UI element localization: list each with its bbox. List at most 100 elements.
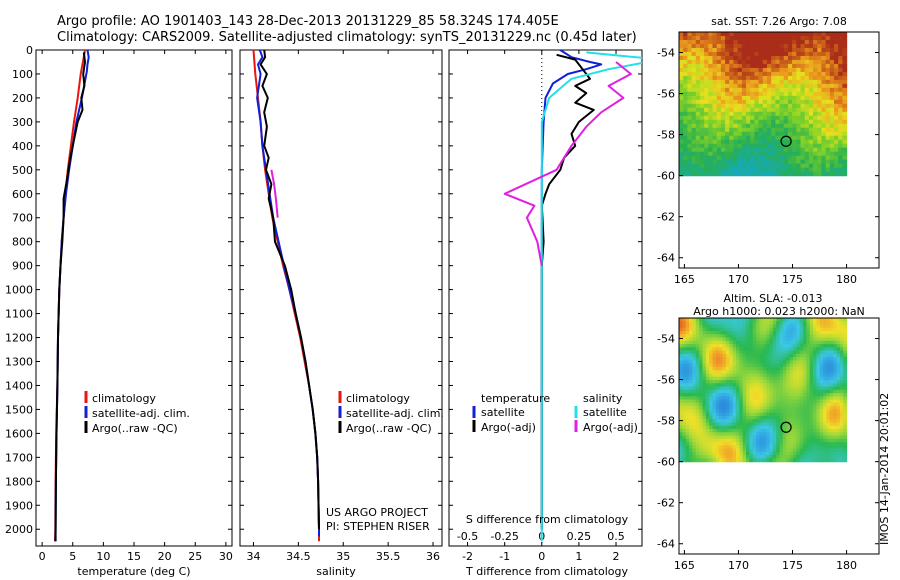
map-cell xyxy=(799,409,804,414)
map-cell xyxy=(808,155,814,161)
map-cell xyxy=(735,337,740,342)
map-cell xyxy=(720,99,726,105)
map-cell xyxy=(679,167,684,173)
map-cell xyxy=(739,406,744,411)
legend-label-satellite: satellite-adj. clim. xyxy=(92,407,190,420)
map-cell xyxy=(779,51,785,57)
map-cell xyxy=(712,393,717,397)
map-cell xyxy=(776,334,781,339)
map-cell xyxy=(735,331,740,335)
map-cell xyxy=(683,107,688,113)
map-cell xyxy=(836,340,841,345)
map-cell xyxy=(725,167,730,173)
map-cell xyxy=(803,373,807,378)
map-cell xyxy=(816,399,821,404)
map-cell xyxy=(819,337,824,342)
map-cell xyxy=(756,419,761,424)
map-cell xyxy=(838,32,843,37)
map-cell xyxy=(825,79,831,85)
map-cell xyxy=(752,396,757,401)
map-cell xyxy=(829,107,835,113)
map-cell xyxy=(762,432,767,437)
map-cell xyxy=(746,35,751,41)
map-cell xyxy=(735,415,740,420)
map-cell xyxy=(741,35,747,41)
map-cell xyxy=(829,95,835,101)
map-cell xyxy=(796,103,802,109)
map-cell xyxy=(709,327,714,332)
map-cell xyxy=(702,409,707,414)
map-cell xyxy=(722,419,727,424)
map-cell xyxy=(769,370,774,375)
map-cell xyxy=(813,389,817,394)
map-cell xyxy=(719,409,724,414)
map-cell xyxy=(715,435,720,440)
map-cell xyxy=(754,119,760,125)
map-cell xyxy=(779,445,784,450)
map-cell xyxy=(720,71,726,77)
map-cell xyxy=(695,406,700,411)
map-cell xyxy=(796,47,802,53)
map-cell xyxy=(842,171,848,177)
map-cell xyxy=(836,438,841,443)
map-cell xyxy=(749,318,754,322)
map-cell xyxy=(691,115,697,121)
map-cell xyxy=(786,455,791,459)
map-cell xyxy=(729,331,734,335)
y-tick-label: 0 xyxy=(26,44,33,57)
map-cell xyxy=(772,458,777,463)
map-cell xyxy=(779,406,784,411)
map-cell xyxy=(699,107,705,113)
map-cell xyxy=(725,363,730,368)
map-cell xyxy=(771,127,776,133)
map-cell xyxy=(766,370,771,375)
map-cell xyxy=(762,451,767,456)
map-cell xyxy=(712,419,717,424)
map-cell xyxy=(816,393,821,397)
map-cell xyxy=(725,393,730,397)
map-cell xyxy=(702,321,707,326)
map-cell xyxy=(725,155,730,161)
map-cell xyxy=(816,458,821,463)
map-cell xyxy=(704,119,709,125)
map-cell xyxy=(766,399,771,404)
map-cell xyxy=(772,321,777,326)
map-cell xyxy=(762,442,767,446)
map-cell xyxy=(716,131,722,137)
map-cell xyxy=(692,321,697,326)
map-cell xyxy=(779,79,785,85)
map-cell xyxy=(782,353,787,358)
map-cell xyxy=(729,340,734,345)
map-cell xyxy=(725,419,730,424)
map-cell xyxy=(699,373,704,378)
map-cell xyxy=(839,448,844,453)
map-cell xyxy=(792,327,797,332)
map-cell xyxy=(816,347,821,352)
map-x-tick-label: 180 xyxy=(836,273,857,286)
difference-panel: -2 -1 0 1 2-0.5 -0.25 0 0.25 0.5 xyxy=(448,49,643,563)
map-cell xyxy=(709,425,714,430)
map-cell xyxy=(722,415,727,420)
map-cell xyxy=(679,415,683,420)
map-cell xyxy=(716,115,722,121)
map-cell xyxy=(766,171,772,177)
map-cell xyxy=(775,123,781,129)
y-tick-label: 1800 xyxy=(5,475,33,488)
map-cell xyxy=(737,171,743,177)
map-cell xyxy=(746,347,750,352)
map-cell xyxy=(782,455,787,459)
map-cell xyxy=(683,87,688,93)
map-cell xyxy=(816,419,821,424)
map-cell xyxy=(752,318,757,322)
map-cell xyxy=(752,445,757,450)
map-cell xyxy=(796,435,801,440)
map-cell xyxy=(762,155,768,161)
map-cell xyxy=(787,39,793,45)
map-cell xyxy=(809,386,814,391)
map-cell xyxy=(789,409,794,414)
map-cell xyxy=(823,422,828,427)
map-cell xyxy=(679,383,683,388)
map-cell xyxy=(756,337,761,342)
map-cell xyxy=(771,167,776,173)
map-cell xyxy=(702,396,707,401)
